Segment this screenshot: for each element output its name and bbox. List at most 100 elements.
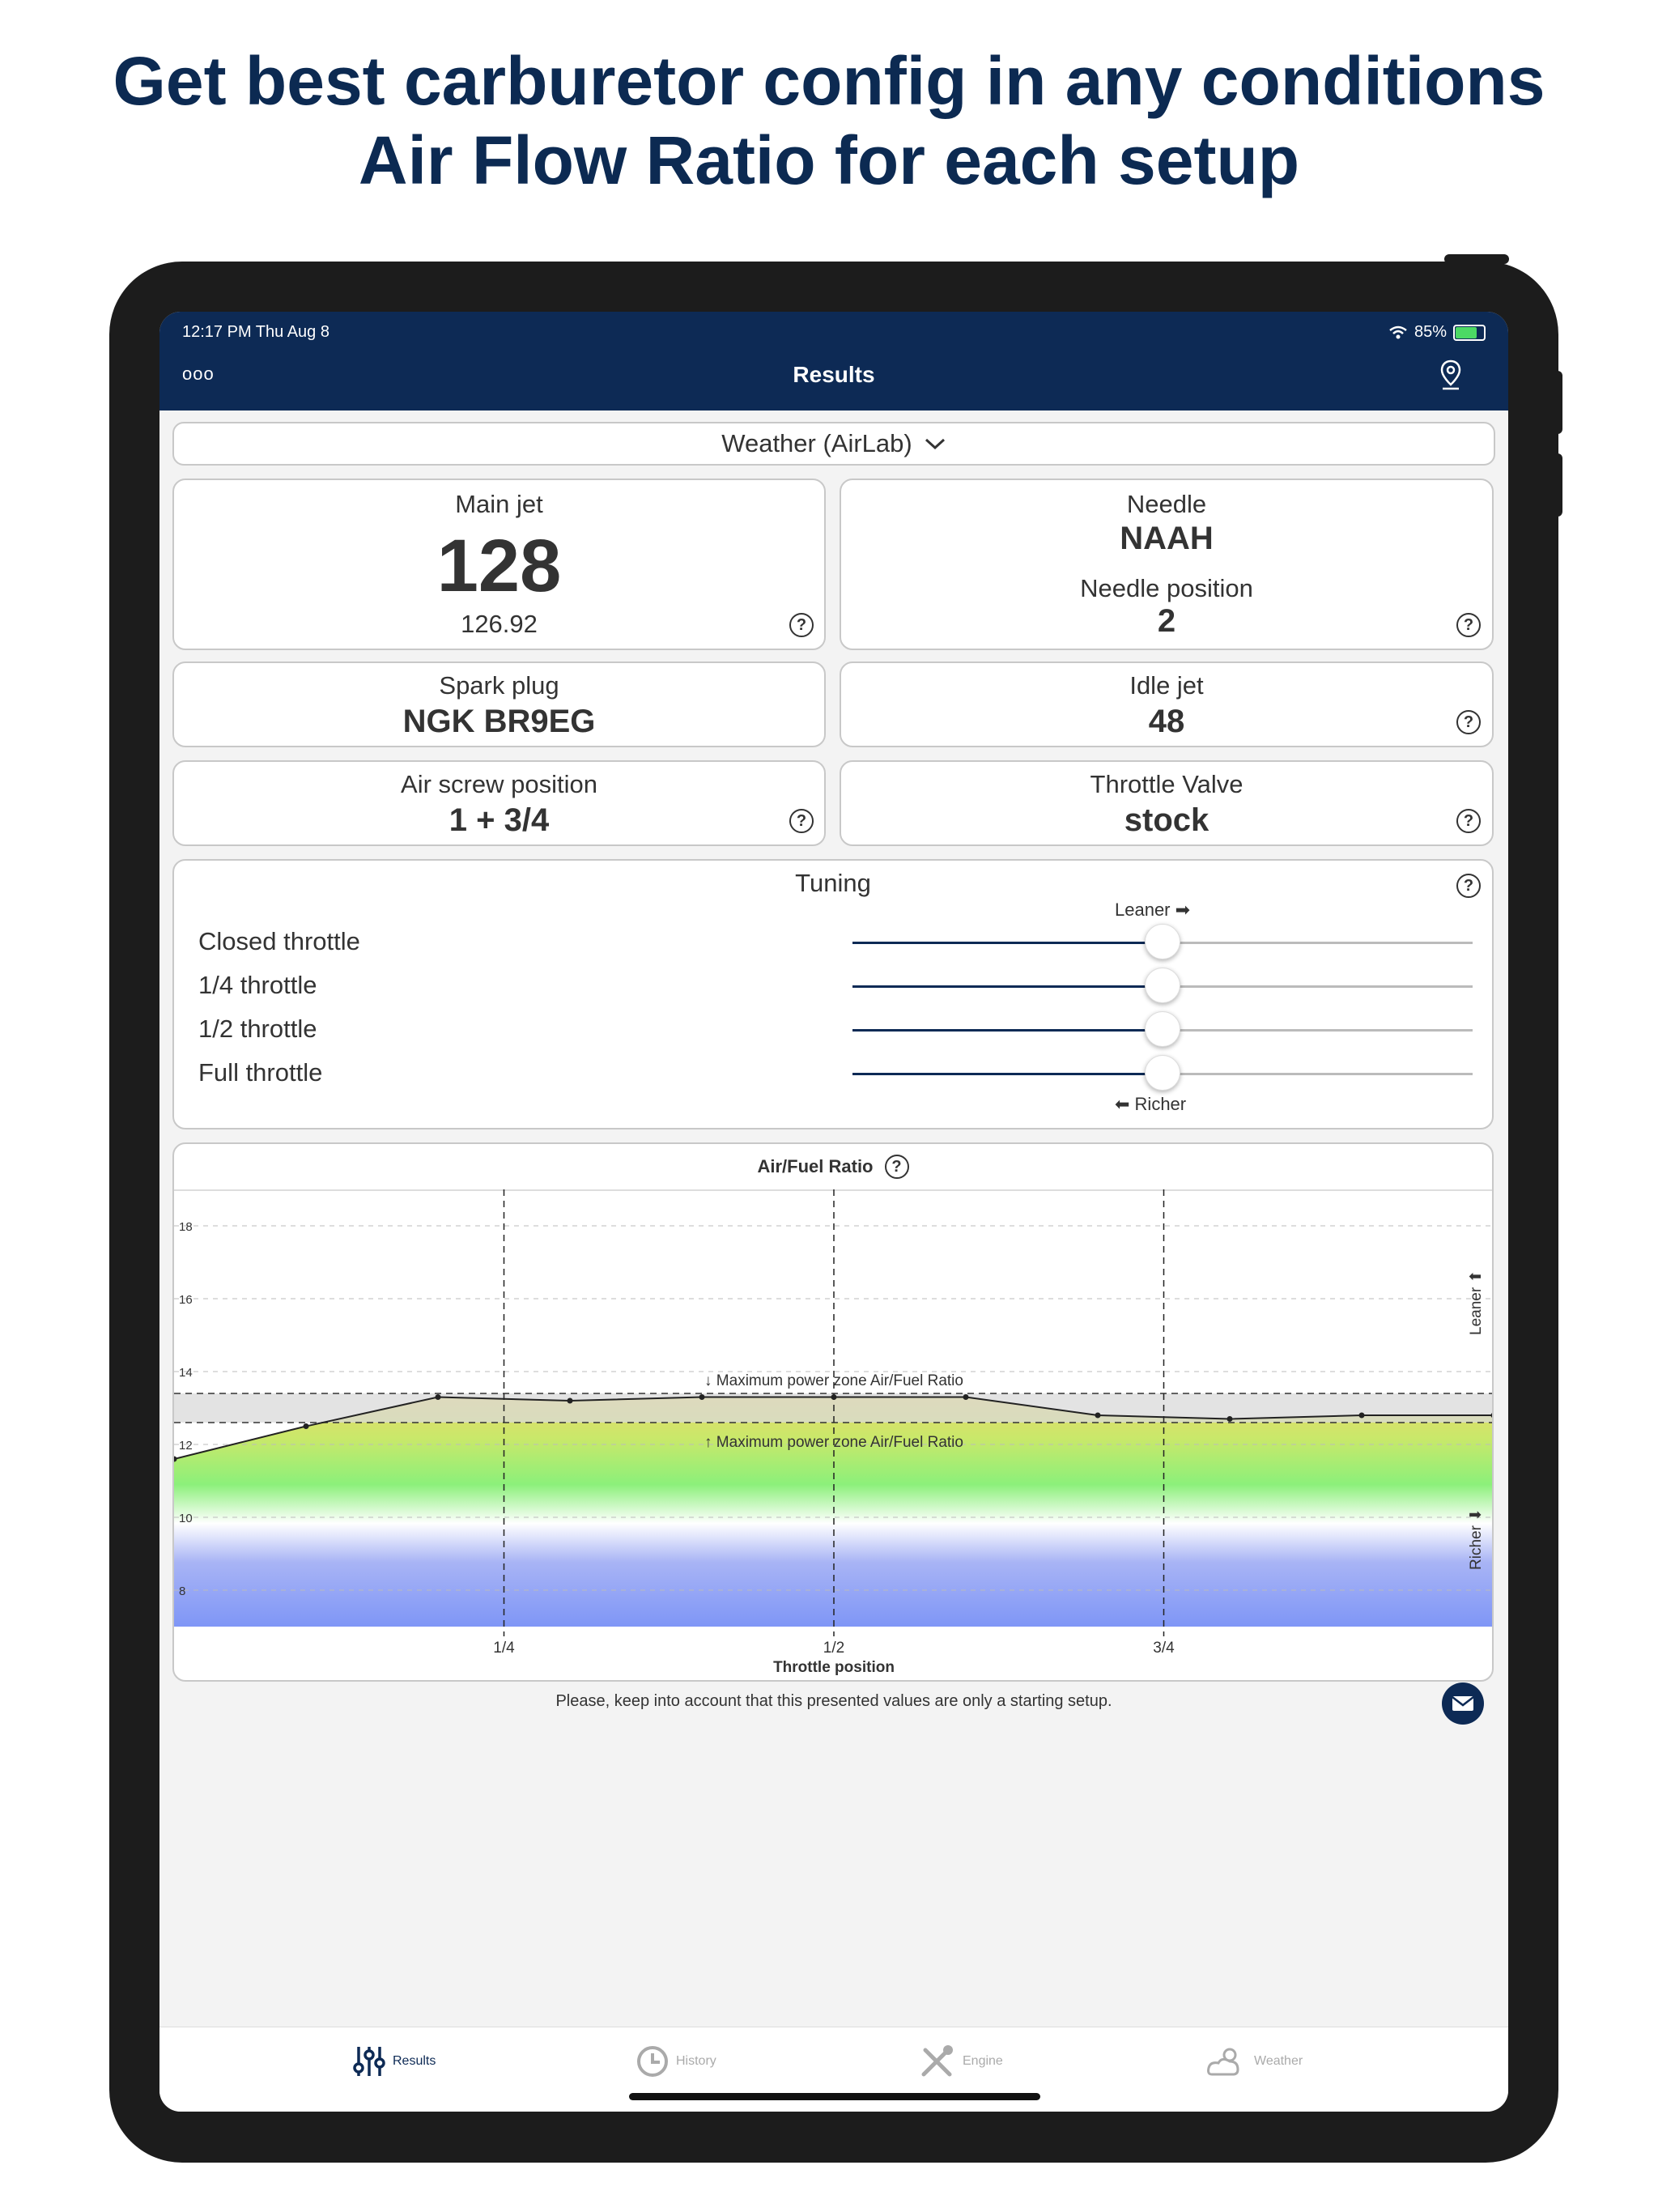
slider-track-filled (852, 1029, 1163, 1032)
idle-jet-card: Idle jet 48 ? (840, 661, 1494, 747)
needle-card: Needle NAAH Needle position 2 ? (840, 479, 1494, 650)
headline-line-2: Air Flow Ratio for each setup (358, 122, 1300, 198)
wifi-icon (1389, 325, 1407, 338)
tab-history[interactable]: History (636, 2044, 716, 2079)
x-tick-label: 3/4 (1153, 1640, 1175, 1657)
chart-title: Air/Fuel Ratio (757, 1156, 874, 1176)
slider-track-filled (852, 1073, 1163, 1075)
volume-up-button (1553, 371, 1562, 434)
slider-track-filled (852, 942, 1163, 944)
more-button[interactable]: ooo (182, 364, 215, 384)
tuning-row-label: Full throttle (198, 1058, 323, 1087)
afr-point (963, 1394, 969, 1400)
tuning-slider-knob[interactable] (1145, 924, 1180, 959)
band-lower-label: ↑ Maximum power zone Air/Fuel Ratio (704, 1434, 963, 1451)
chevron-down-icon (925, 438, 945, 450)
afr-point (831, 1394, 837, 1400)
mail-button[interactable] (1442, 1682, 1484, 1725)
y-tick-label: 18 (179, 1220, 193, 1234)
clock-icon (637, 2046, 668, 2077)
tab-results[interactable]: Results (352, 2044, 436, 2079)
status-time: 12:17 PM Thu Aug 8 (182, 323, 329, 341)
tuning-row-label: 1/2 throttle (198, 1015, 317, 1043)
y-tick-label: 10 (179, 1512, 193, 1525)
afr-point (567, 1397, 573, 1404)
band-upper-label: ↓ Maximum power zone Air/Fuel Ratio (704, 1372, 963, 1389)
leaner-side-label: Leaner ⬆ (1468, 1270, 1485, 1335)
y-tick-label: 14 (179, 1366, 193, 1380)
tab-label: History (676, 2054, 716, 2068)
tuning-slider-knob[interactable] (1145, 1055, 1180, 1091)
tuning-row-label: Closed throttle (198, 927, 360, 955)
help-icon[interactable]: ? (789, 809, 814, 833)
needle-value: NAAH (1120, 521, 1214, 556)
weather-icon (1207, 2048, 1239, 2076)
help-icon[interactable]: ? (884, 1155, 909, 1179)
y-tick-label: 12 (179, 1439, 193, 1453)
weather-selector[interactable]: Weather (AirLab) (172, 422, 1495, 466)
footer-note: Please, keep into account that this pres… (555, 1692, 1112, 1710)
afr-point (303, 1423, 309, 1429)
help-icon[interactable]: ? (1456, 613, 1481, 637)
afr-point (1226, 1416, 1233, 1422)
main-jet-label: Main jet (455, 490, 543, 518)
volume-down-button (1553, 453, 1562, 517)
needle-position-label: Needle position (1080, 574, 1253, 602)
afr-chart-card: Air/Fuel Ratio ? 8 10 12 14 16 18 1/4 1/2 3/4 ↓ M… (172, 1142, 1494, 1682)
afr-point (1490, 1413, 1492, 1418)
richer-label: ⬅ Richer (1115, 1094, 1187, 1114)
needle-label: Needle (1126, 490, 1207, 518)
screen: 12:17 PM Thu Aug 8 85% ooo Results Weath… (159, 312, 1508, 2112)
tab-label: Engine (963, 2054, 1003, 2068)
spark-plug-label: Spark plug (439, 671, 559, 700)
x-tick-label: 1/4 (493, 1640, 515, 1657)
y-tick-label: 16 (179, 1293, 193, 1307)
afr-chart: 8 10 12 14 16 18 1/4 1/2 3/4 ↓ Maximum power zone… (174, 1189, 1492, 1676)
help-icon[interactable]: ? (1456, 809, 1481, 833)
throttle-valve-label: Throttle Valve (1090, 770, 1244, 798)
idle-jet-label: Idle jet (1129, 671, 1204, 700)
top-button (1444, 254, 1509, 264)
nav-bar: 12:17 PM Thu Aug 8 85% ooo Results (159, 312, 1508, 410)
x-axis-label: Throttle position (773, 1659, 895, 1676)
tuning-slider-knob[interactable] (1145, 968, 1180, 1003)
needle-position-value: 2 (1157, 603, 1176, 639)
location-pin-icon[interactable] (1439, 359, 1463, 391)
tools-icon (921, 2045, 953, 2077)
main-jet-card: Main jet 128 126.92 ? (172, 479, 826, 650)
x-tick-label: 1/2 (823, 1640, 844, 1657)
headline-line-1: Get best carburetor config in any condit… (113, 43, 1545, 119)
afr-point (1095, 1412, 1101, 1419)
mail-icon (1452, 1696, 1474, 1711)
air-screw-card: Air screw position 1 + 3/4 ? (172, 760, 826, 846)
slider-track (1163, 1073, 1473, 1075)
air-screw-value: 1 + 3/4 (449, 802, 550, 838)
tuning-row-label: 1/4 throttle (198, 971, 317, 999)
tab-label: Results (393, 2054, 436, 2068)
tab-engine[interactable]: Engine (917, 2044, 1003, 2079)
tab-label: Weather (1254, 2054, 1303, 2068)
sliders-icon (353, 2047, 385, 2076)
tuning-card: Tuning ? Leaner ➡ ⬅ Richer Closed thrott… (172, 859, 1494, 1129)
y-tick-label: 8 (179, 1585, 185, 1598)
afr-point (435, 1394, 441, 1400)
slider-track (1163, 942, 1473, 944)
home-indicator (629, 2093, 1040, 2100)
richer-side-label: Richer ⬇ (1468, 1508, 1485, 1570)
spark-plug-card: Spark plug NGK BR9EG (172, 661, 826, 747)
tab-weather[interactable]: Weather (1205, 2044, 1303, 2079)
weather-selector-label: Weather (AirLab) (721, 429, 912, 457)
slider-track (1163, 1029, 1473, 1032)
help-icon[interactable]: ? (1456, 710, 1481, 734)
leaner-label: Leaner ➡ (1115, 900, 1191, 920)
battery-percent: 85% (1414, 323, 1447, 341)
status-right: 85% (1388, 323, 1486, 342)
battery-icon (1453, 324, 1486, 341)
help-icon[interactable]: ? (789, 613, 814, 637)
help-icon[interactable]: ? (1456, 874, 1481, 898)
tuning-slider-knob[interactable] (1145, 1011, 1180, 1047)
idle-jet-value: 48 (1148, 704, 1185, 739)
afr-point (699, 1394, 705, 1400)
slider-track (1163, 985, 1473, 988)
main-jet-value: 128 (436, 525, 562, 607)
